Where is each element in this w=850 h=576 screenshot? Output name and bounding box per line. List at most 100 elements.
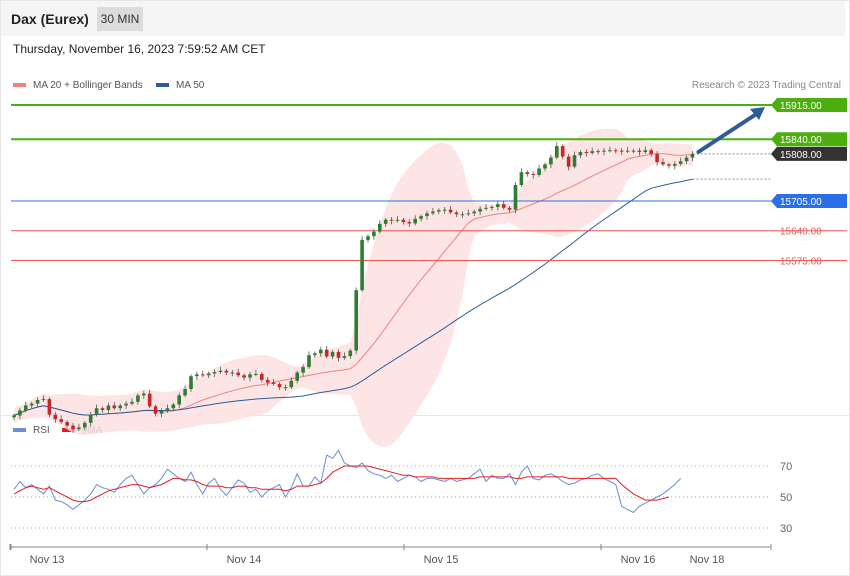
- level-label-pivot: 15705.00: [780, 197, 822, 208]
- candle-body: [643, 150, 648, 153]
- candle-body: [431, 211, 435, 214]
- ma9-swatch: [62, 428, 75, 433]
- candle-body: [684, 157, 689, 162]
- candle-body: [596, 151, 600, 153]
- candle-body: [631, 150, 636, 152]
- chart-header: Dax (Eurex) 30 MIN: [1, 1, 845, 36]
- candle-body: [348, 350, 353, 357]
- candle-body: [29, 403, 34, 406]
- candle-body: [501, 204, 506, 208]
- candle-body: [254, 373, 258, 375]
- candle-body: [159, 410, 164, 414]
- candle-body: [543, 164, 547, 169]
- candle-body: [619, 150, 624, 152]
- level-tag-pivot: [771, 194, 847, 208]
- copyright: Research © 2023 Trading Central: [691, 80, 841, 91]
- level-tag-resistance-2: [771, 97, 847, 112]
- candle-body: [678, 161, 683, 164]
- panel-divider: [0, 415, 850, 416]
- candle-body: [53, 414, 58, 420]
- candle-body: [649, 150, 653, 154]
- candle-body: [165, 408, 170, 411]
- candle-body: [142, 393, 146, 396]
- candle-body: [602, 150, 606, 152]
- legend-rsi-label: RSI: [33, 425, 50, 436]
- candle-body: [478, 208, 482, 212]
- candle-body: [307, 355, 311, 368]
- candle-body: [484, 207, 488, 209]
- candle-body: [295, 372, 299, 381]
- candle-body: [65, 421, 69, 426]
- candle-body: [18, 410, 22, 416]
- candle-body: [395, 219, 400, 221]
- candle-body: [413, 218, 417, 224]
- candles: [12, 142, 695, 433]
- rsi-tick-label: 30: [780, 523, 792, 535]
- candle-body: [378, 223, 382, 232]
- legend-ma20: MA 20 + Bollinger Bands: [13, 80, 143, 91]
- candle-body: [218, 370, 223, 373]
- candle-body: [224, 370, 229, 373]
- candle-body: [35, 399, 40, 404]
- level-label-support-2: 15575.00: [780, 256, 822, 267]
- candle-body: [448, 209, 453, 213]
- legend-ma50: MA 50: [156, 80, 204, 91]
- candle-body: [513, 184, 518, 210]
- candle-body: [171, 404, 176, 409]
- candle-body: [496, 204, 500, 207]
- ma50-swatch: [156, 83, 169, 88]
- x-tick-label: Nov 13: [30, 554, 65, 566]
- candle-body: [401, 219, 406, 223]
- x-tick-label: Nov 16: [621, 554, 656, 566]
- candle-body: [77, 427, 81, 430]
- candle-body: [271, 382, 276, 384]
- level-label-resistance-2: 15915.00: [780, 101, 822, 112]
- candle-body: [313, 353, 317, 356]
- candle-body: [655, 153, 659, 163]
- candle-body: [230, 372, 235, 374]
- candle-body: [608, 150, 612, 152]
- candle-body: [242, 375, 246, 378]
- ma50-line: [13, 178, 693, 416]
- timeframe-button[interactable]: 30 MIN: [97, 7, 143, 31]
- candle-body: [625, 150, 630, 152]
- rsi-swatch: [13, 428, 26, 433]
- level-tag-last: [771, 146, 847, 161]
- candle-body: [372, 231, 376, 237]
- candle-body: [283, 387, 288, 389]
- candle-body: [360, 239, 364, 291]
- x-tick-label: Nov 15: [424, 554, 459, 566]
- candle-body: [560, 146, 565, 157]
- candle-body: [472, 211, 476, 214]
- candle-body: [531, 174, 535, 176]
- candle-body: [584, 152, 589, 154]
- candle-body: [136, 395, 140, 402]
- candle-body: [454, 212, 459, 215]
- candle-body: [336, 351, 341, 358]
- candle-body: [206, 373, 211, 376]
- candle-body: [248, 374, 252, 378]
- candle-body: [466, 213, 471, 215]
- candle-body: [147, 393, 152, 407]
- candle-body: [460, 214, 465, 216]
- forecast-arrow-head: [750, 106, 765, 120]
- candle-body: [578, 152, 583, 156]
- candle-body: [437, 210, 441, 212]
- candle-body: [525, 172, 530, 175]
- candle-body: [667, 164, 671, 166]
- legend-rsi: RSI: [13, 425, 50, 436]
- legend-ma50-label: MA 50: [176, 80, 205, 91]
- candle-body: [189, 376, 193, 390]
- timestamp: Thursday, November 16, 2023 7:59:52 AM C…: [13, 42, 266, 56]
- candle-body: [354, 290, 358, 351]
- candle-body: [507, 207, 512, 210]
- candle-body: [71, 425, 75, 430]
- candle-body: [153, 406, 158, 414]
- x-tick-label: Nov 14: [227, 554, 262, 566]
- candle-body: [24, 405, 28, 411]
- rsi-tick-label: 50: [780, 492, 792, 504]
- forecast-arrow-line: [696, 110, 760, 154]
- candle-body: [88, 414, 93, 423]
- candle-body: [301, 367, 305, 373]
